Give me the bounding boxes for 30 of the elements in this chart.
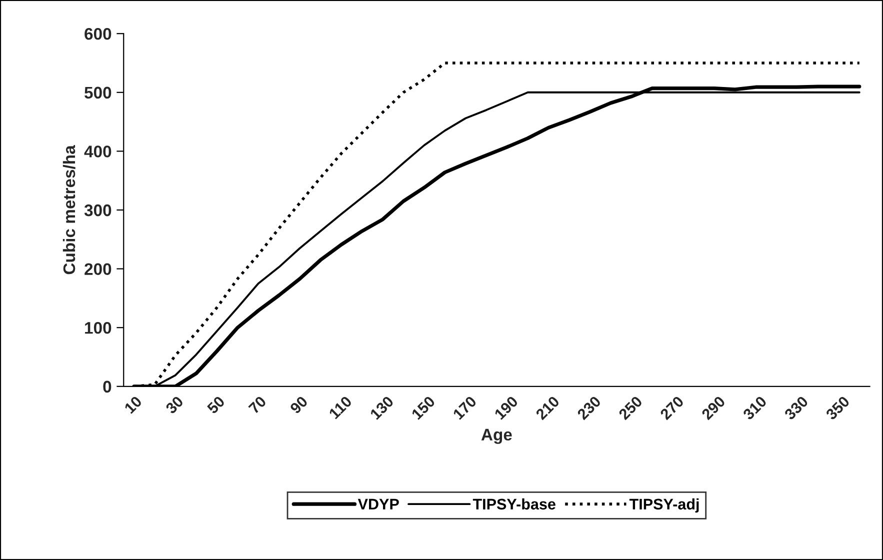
y-tick-label: 0 — [103, 380, 112, 393]
x-tick-label: 90 — [289, 395, 308, 414]
x-tick-label: 70 — [248, 395, 267, 414]
x-tick-label: 310 — [742, 395, 768, 420]
x-tick-label: 230 — [576, 395, 602, 420]
x-tick-label: 30 — [164, 395, 184, 414]
x-tick-label: 330 — [784, 395, 809, 420]
x-tick-label: 150 — [411, 395, 436, 420]
y-tick-label: 200 — [84, 263, 112, 276]
x-tick-label: 190 — [494, 395, 519, 420]
x-tick-label: 290 — [700, 395, 726, 420]
x-tick-label: 350 — [825, 395, 850, 420]
x-tick-label: 10 — [124, 395, 142, 414]
y-tick-label: 600 — [84, 28, 112, 40]
y-tick-label: 100 — [85, 322, 112, 334]
y-tick-label: 400 — [84, 146, 112, 158]
legend-label: TIPSY-base — [472, 498, 556, 510]
x-tick-label: 250 — [618, 395, 643, 420]
x-tick-label: 210 — [535, 395, 560, 420]
y-axis-title: Cubic metres/ha — [62, 145, 76, 274]
legend-label: VDYP — [358, 498, 399, 510]
x-tick-label: 50 — [206, 395, 226, 414]
x-axis-title: Age — [481, 428, 512, 444]
legend-label: TIPSY-adj — [629, 498, 699, 513]
y-tick-label: 500 — [84, 86, 112, 99]
x-tick-label: 170 — [452, 395, 478, 420]
y-tick-label: 300 — [84, 204, 112, 216]
x-tick-label: 270 — [659, 395, 684, 420]
x-tick-label: 110 — [328, 395, 352, 420]
x-tick-label: 130 — [370, 395, 394, 420]
